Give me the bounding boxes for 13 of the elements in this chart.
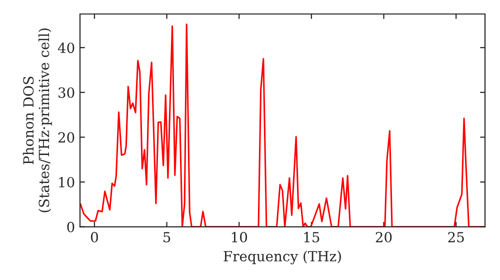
y-tick-label: 30 — [58, 87, 74, 98]
y-axis-title: Phonon DOS (States/THz·primitive cell) — [22, 28, 52, 212]
y-tick-label: 20 — [58, 132, 74, 143]
x-tick-label: 5 — [164, 232, 170, 242]
x-tick-label: 20 — [376, 232, 392, 242]
x-tick-label: 25 — [448, 232, 464, 242]
x-axis-title: Frequency (THz) — [224, 250, 341, 264]
y-tick-label: 0 — [67, 222, 74, 232]
y-tick-label: 40 — [58, 42, 74, 54]
y-tick-label: 10 — [59, 176, 74, 188]
x-tick-label: 15 — [304, 232, 320, 242]
x-tick-label: 10 — [232, 232, 248, 242]
x-tick-label: 0 — [90, 232, 98, 242]
